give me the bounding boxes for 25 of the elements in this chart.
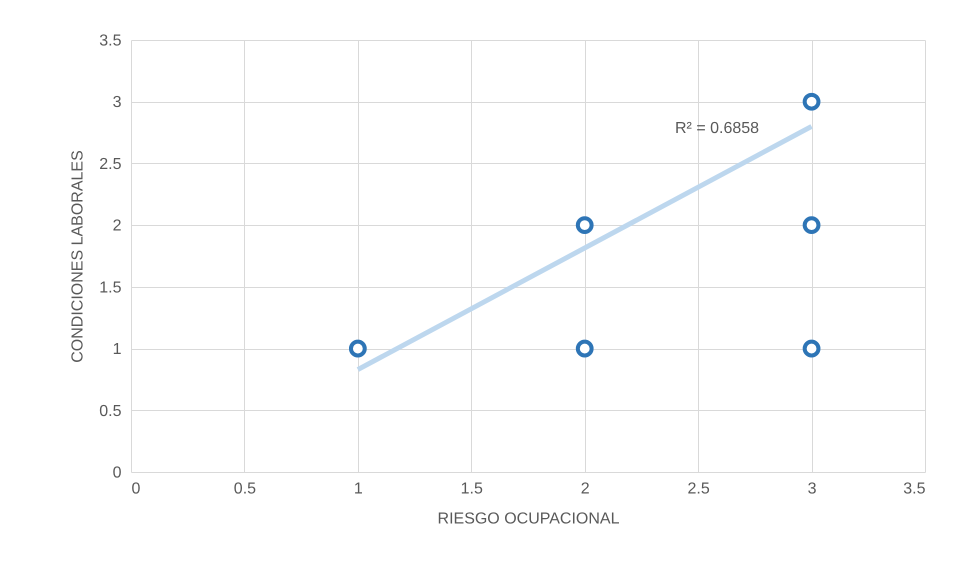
y-tick-label: 3.5 [99, 32, 122, 50]
y-tick-label: 2 [112, 218, 122, 235]
annotation: R² = 0.6858 [675, 120, 760, 137]
point [802, 340, 820, 358]
point [802, 92, 820, 111]
x-axis-title: RIESGO OCUPACIONAL [438, 510, 620, 528]
x-tick-label: 1.5 [460, 480, 484, 498]
y-tick-label: 3 [112, 94, 122, 112]
x-tick-label: 2.5 [688, 480, 710, 498]
y-tick-label: 2.5 [99, 156, 122, 173]
y-tick-label: 1 [112, 341, 122, 358]
x-tick-label: 0.5 [234, 480, 256, 498]
x-tick-label: 2 [580, 480, 590, 498]
y-tick-label: 0.5 [99, 402, 122, 420]
y-tick-label: 0 [112, 464, 122, 482]
y-tick-label: 1.5 [99, 279, 122, 296]
x-tick-label: 3.5 [903, 480, 926, 498]
x-tick-label: 1 [354, 480, 363, 498]
x-tick-label: 0 [132, 480, 140, 498]
point [802, 216, 820, 234]
x-tick-label: 3 [808, 480, 817, 498]
point [576, 216, 594, 234]
point [576, 340, 594, 358]
y-axis-title: CONDICIONES LABORALES [69, 150, 86, 363]
point [348, 340, 367, 358]
